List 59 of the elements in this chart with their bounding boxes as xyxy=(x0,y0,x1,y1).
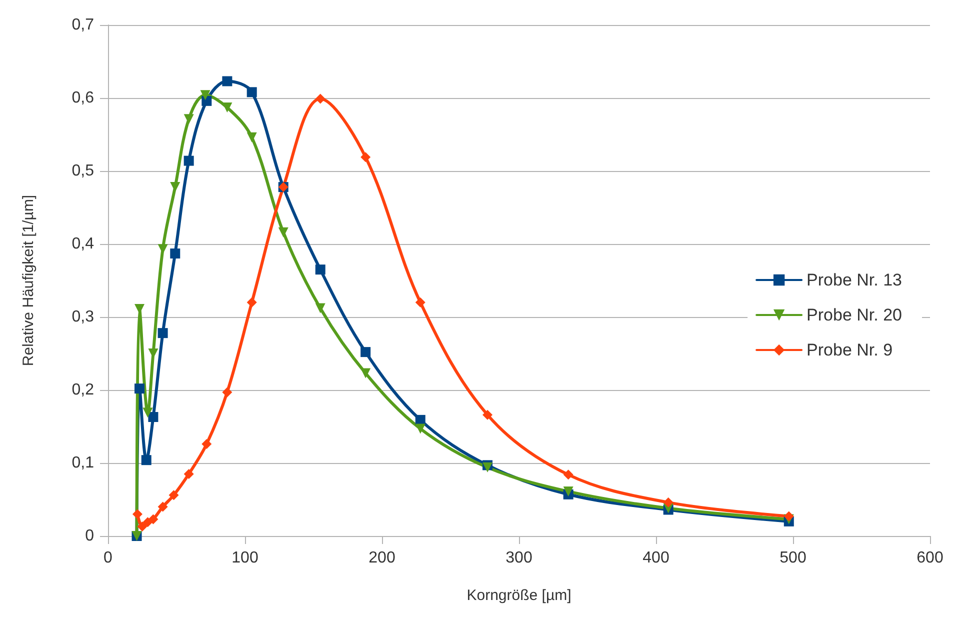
point xyxy=(360,368,371,378)
x-tick-label: 100 xyxy=(232,550,258,566)
point xyxy=(148,348,158,358)
point xyxy=(158,328,168,338)
point xyxy=(278,227,288,238)
x-tick-label: 400 xyxy=(642,550,670,566)
point xyxy=(415,297,426,308)
point xyxy=(170,182,180,192)
point xyxy=(563,486,574,496)
point xyxy=(184,156,194,166)
legend-label: Probe Nr. 20 xyxy=(806,306,902,324)
y-tick-label: 0,2 xyxy=(72,382,94,398)
legend-label: Probe Nr. 13 xyxy=(806,270,902,290)
point xyxy=(202,439,212,450)
x-tick-label: 600 xyxy=(916,550,944,566)
point xyxy=(415,424,426,434)
point xyxy=(158,502,168,512)
point xyxy=(134,384,145,394)
point xyxy=(315,264,326,275)
point xyxy=(784,511,794,522)
x-tick-label: 0 xyxy=(104,550,113,566)
y-tick-label: 0,5 xyxy=(72,162,94,180)
y-tick-label: 0,7 xyxy=(72,16,94,34)
point xyxy=(184,468,194,479)
point xyxy=(148,514,158,524)
x-tick-label: 500 xyxy=(780,550,806,566)
point xyxy=(148,412,158,422)
point xyxy=(168,490,179,500)
point xyxy=(142,408,153,418)
point xyxy=(563,470,574,480)
point xyxy=(222,387,232,398)
x-axis-title: Korngröße [µm] xyxy=(466,587,572,604)
point xyxy=(482,410,492,420)
point xyxy=(222,76,232,86)
point xyxy=(315,303,326,314)
y-tick-label: 0,1 xyxy=(72,454,94,472)
point xyxy=(222,102,232,112)
point xyxy=(246,132,257,142)
legend-label: Probe Nr. 9 xyxy=(806,340,893,360)
point xyxy=(141,455,152,466)
point xyxy=(315,94,326,104)
x-tick-label: 300 xyxy=(506,550,532,566)
y-axis-title: Relative Häufigkeit [1/µm] xyxy=(20,194,37,366)
point xyxy=(202,96,212,106)
point xyxy=(184,114,194,124)
point xyxy=(360,152,371,162)
point xyxy=(663,497,674,508)
point xyxy=(246,87,257,98)
y-tick-label: 0,4 xyxy=(72,236,94,252)
point xyxy=(137,522,148,532)
y-tick-label: 0 xyxy=(85,528,94,544)
point xyxy=(132,509,142,520)
point xyxy=(170,248,180,258)
point xyxy=(246,297,257,308)
y-tick-label: 0,6 xyxy=(72,90,94,106)
x-tick-label: 200 xyxy=(368,550,396,566)
point xyxy=(200,90,210,100)
y-tick-label: 0,3 xyxy=(72,308,94,326)
point xyxy=(360,347,371,358)
